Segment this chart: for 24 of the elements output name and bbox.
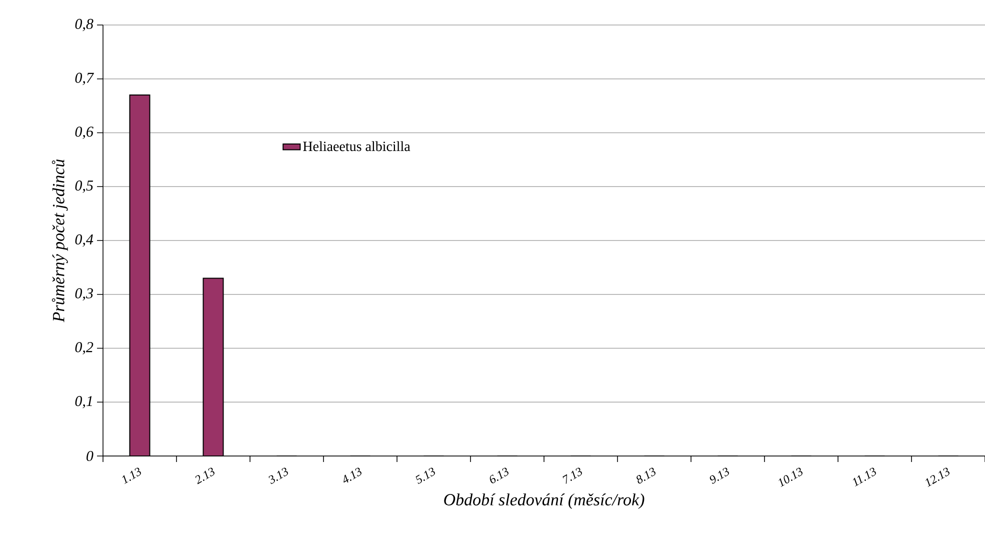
legend-label: Heliaeetus albicilla [303,141,410,152]
x-tick-label: 1.13 [122,468,141,484]
x-tick-label: 9.13 [710,468,729,484]
x-tick-label: 11.13 [852,468,876,487]
x-tick-label: 5.13 [416,468,435,484]
x-tick-label: 2.13 [195,468,214,484]
y-tick-label: 0,3 [75,288,93,301]
x-tick-label: 7.13 [562,468,582,484]
y-tick-label: 0,4 [75,234,94,247]
x-tick-label: 12.13 [926,468,950,488]
y-tick-label: 0,7 [75,72,94,86]
x-tick-label: 8.13 [636,468,656,484]
x-tick-label: 10.13 [778,468,802,488]
y-tick-label: 0,5 [75,180,94,193]
x-tick-label: 3.13 [268,468,288,484]
y-tick-label: 0,8 [75,18,94,32]
y-tick-label: 0,2 [75,342,94,354]
y-tick-label: 0,1 [75,396,92,408]
y-axis-title: Průměrný počet jedinců [52,159,68,322]
y-tick-label: 0 [86,450,94,462]
y-tick-label: 0,6 [75,126,94,139]
x-axis-title: Období sledování (měsíc/rok) [444,493,644,509]
x-tick-label: 4.13 [344,468,362,483]
x-tick-label: 6.13 [490,468,508,484]
